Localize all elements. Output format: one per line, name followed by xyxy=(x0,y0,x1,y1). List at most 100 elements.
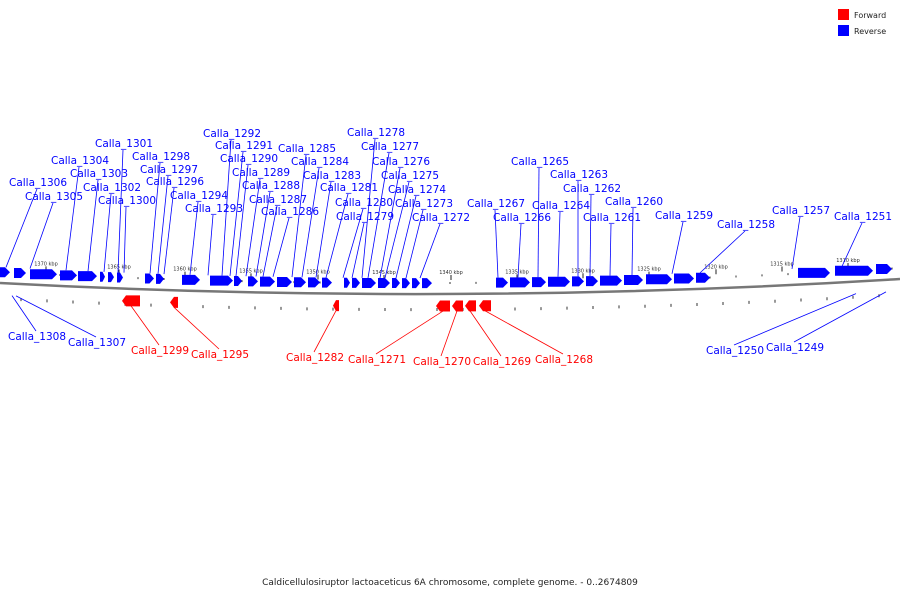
forward-gene-arrow xyxy=(333,300,339,312)
scale-label: 1315 kbp xyxy=(770,261,794,267)
reverse-gene-label: Calla_1306 xyxy=(9,177,67,189)
reverse-gene-arrow xyxy=(362,277,376,288)
scale-label: 1360 kbp xyxy=(173,267,197,273)
reverse-gene-arrow xyxy=(260,276,275,287)
reverse-leader-line xyxy=(123,206,127,273)
reverse-gene-arrow xyxy=(402,278,410,289)
reverse-leader-line xyxy=(361,138,376,278)
scale-label: 1320 kbp xyxy=(704,264,728,270)
reverse-leader-line xyxy=(609,223,612,276)
scale-label: 1355 kbp xyxy=(239,268,263,274)
reverse-gene-arrow xyxy=(586,276,598,287)
forward-leader-line xyxy=(484,310,564,355)
forward-leader-line xyxy=(440,310,458,357)
reverse-gene-arrow xyxy=(30,269,57,280)
reverse-leader-line xyxy=(15,295,97,338)
scale-label: 1310 kbp xyxy=(836,258,860,264)
forward-leader-line xyxy=(130,305,160,346)
reverse-gene-label: Calla_1308 xyxy=(8,331,66,343)
reverse-gene-label: Calla_1261 xyxy=(583,212,641,224)
scale-labels: 1370 kbp 1365 kbp 1360 kbp 1355 kbp 1350 kbp… xyxy=(34,258,860,281)
reverse-gene-label: Calla_1273 xyxy=(395,198,453,210)
reverse-leader-line xyxy=(395,195,417,279)
reverse-leader-line xyxy=(272,217,290,277)
reverse-gene-label: Calla_1250 xyxy=(706,345,764,357)
chromosome-backbone xyxy=(0,277,900,296)
reverse-gene-arrow xyxy=(294,277,306,288)
scale-label: 1350 kbp xyxy=(306,269,330,275)
reverse-leader-line xyxy=(11,295,37,332)
reverse-leader-line xyxy=(189,201,199,275)
reverse-gene-arrow xyxy=(210,275,233,286)
reverse-leader-line xyxy=(557,211,561,277)
forward-gene-label: Calla_1270 xyxy=(413,356,471,368)
reverse-gene-label: Calla_1280 xyxy=(335,197,393,209)
reverse-gene-arrow xyxy=(78,271,97,282)
forward-leader-line xyxy=(173,307,220,350)
reverse-gene-label: Calla_1266 xyxy=(493,212,551,224)
reverse-leader-line xyxy=(255,191,271,277)
reverse-leader-line xyxy=(325,193,349,278)
reverse-gene-label: Calla_1305 xyxy=(25,191,83,203)
legend-forward-label: Forward xyxy=(854,11,886,20)
reverse-leader-line xyxy=(631,207,634,276)
reverse-leader-line xyxy=(262,205,278,277)
forward-gene-arrow xyxy=(479,300,491,312)
scale-label: 1335 kbp xyxy=(505,269,529,275)
scale-label: 1345 kbp xyxy=(372,270,396,276)
scale-label: 1325 kbp xyxy=(637,267,661,273)
reverse-gene-arrow xyxy=(674,273,694,284)
reverse-gene-label: Calla_1289 xyxy=(232,167,290,179)
reverse-gene-label: Calla_1281 xyxy=(320,182,378,194)
forward-gene-label: Calla_1299 xyxy=(131,345,189,357)
reverse-gene-arrow xyxy=(60,270,77,281)
reverse-gene-arrow xyxy=(378,278,390,289)
forward-gene-label: Calla_1282 xyxy=(286,352,344,364)
reverse-gene-arrow xyxy=(156,273,164,284)
reverse-leader-line xyxy=(103,193,112,272)
reverse-leader-line xyxy=(157,175,169,274)
reverse-gene-arrow xyxy=(322,277,332,288)
reverse-leader-line xyxy=(163,187,175,275)
reverse-leader-line xyxy=(537,167,540,278)
forward-gene-label: Calla_1268 xyxy=(535,354,593,366)
reverse-leader-line xyxy=(117,149,124,273)
reverse-gene-label: Calla_1298 xyxy=(132,151,190,163)
reverse-gene-label: Calla_1263 xyxy=(550,169,608,181)
reverse-gene-label: Calla_1259 xyxy=(655,210,713,222)
reverse-gene-arrow xyxy=(600,275,622,286)
reverse-gene-label: Calla_1277 xyxy=(361,141,419,153)
reverse-leader-line xyxy=(291,154,307,278)
reverse-leader-line xyxy=(494,209,499,278)
label-leaders xyxy=(5,138,887,357)
map-caption: Caldicellulosiruptor lactoaceticus 6A ch… xyxy=(262,578,638,588)
reverse-leader-line xyxy=(733,293,857,346)
reverse-leader-line xyxy=(245,178,261,277)
forward-gene-label: Calla_1271 xyxy=(348,354,406,366)
reverse-leader-line xyxy=(235,164,249,277)
reverse-leader-line xyxy=(351,222,365,278)
reverse-gene-label: Calla_1297 xyxy=(140,164,198,176)
reverse-gene-label: Calla_1293 xyxy=(185,203,243,215)
reverse-gene-label: Calla_1302 xyxy=(83,182,141,194)
reverse-leader-line xyxy=(419,223,441,279)
reverse-gene-arrow xyxy=(145,273,154,284)
reverse-gene-label: Calla_1292 xyxy=(203,128,261,140)
legend: Forward Reverse xyxy=(838,9,886,36)
reverse-gene-label: Calla_1286 xyxy=(261,206,319,218)
legend-forward-swatch xyxy=(838,9,849,20)
reverse-gene-arrow xyxy=(248,276,258,287)
reverse-gene-label: Calla_1278 xyxy=(347,127,405,139)
gene-labels: Calla_1308 Calla_1307 Calla_1306 Calla_1305… xyxy=(8,127,892,368)
reverse-gene-arrow xyxy=(14,268,26,279)
reverse-gene-arrow xyxy=(352,277,360,288)
reverse-leader-line xyxy=(87,179,99,272)
forward-gene-label: Calla_1269 xyxy=(473,356,531,368)
reverse-gene-label: Calla_1279 xyxy=(336,211,394,223)
forward-gene-arrow xyxy=(170,296,178,308)
reverse-gene-label: Calla_1303 xyxy=(70,168,128,180)
reverse-gene-label: Calla_1258 xyxy=(717,219,775,231)
reverse-gene-arrow xyxy=(835,265,873,276)
reverse-gene-arrow xyxy=(0,267,10,278)
reverse-gene-label: Calla_1276 xyxy=(372,156,430,168)
